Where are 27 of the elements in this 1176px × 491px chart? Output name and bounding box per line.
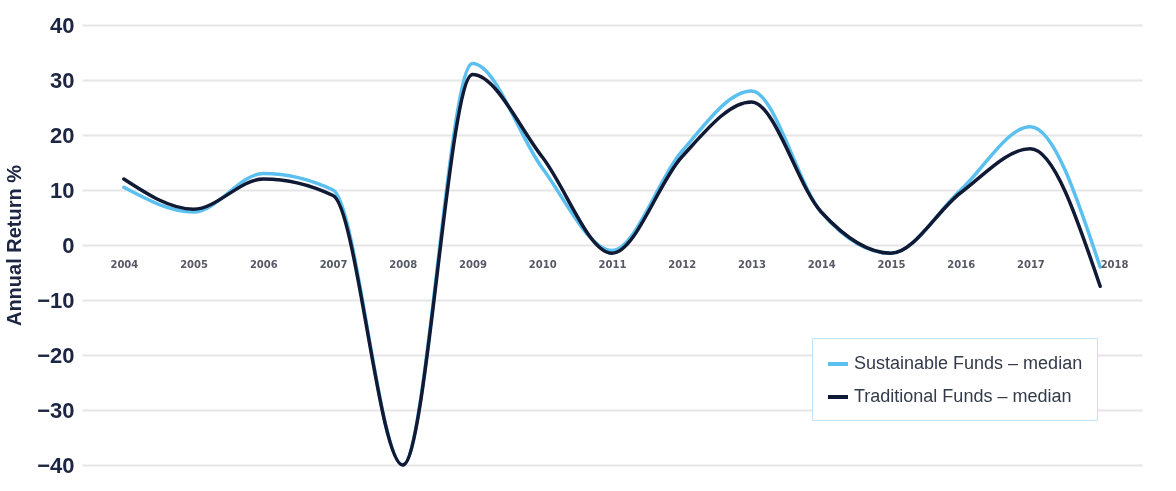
x-tick-label: 2011	[598, 258, 627, 270]
y-tick-label: −10	[37, 287, 75, 313]
x-tick-label: 2007	[319, 258, 348, 270]
y-tick-label: −30	[37, 397, 75, 423]
x-tick-label: 2006	[249, 258, 278, 270]
x-tick-label: 2005	[180, 258, 209, 270]
x-tick-label: 2018	[1100, 258, 1129, 270]
x-tick-label: 2013	[738, 258, 766, 270]
x-tick-label: 2012	[668, 258, 697, 270]
x-tick-label: 2008	[389, 258, 418, 270]
y-tick-label: 40	[50, 12, 75, 38]
y-tick-label: −20	[37, 342, 75, 368]
y-tick-label: 0	[62, 232, 75, 258]
x-tick-label: 2015	[877, 258, 906, 270]
x-tick-label: 2010	[528, 258, 557, 270]
y-tick-label: 20	[50, 122, 75, 148]
y-tick-label: 30	[50, 67, 75, 93]
y-axis-title: Annual Return %	[3, 164, 26, 327]
x-tick-label: 2016	[947, 258, 976, 270]
x-tick-label: 2014	[807, 258, 836, 270]
legend-label: Traditional Funds – median	[854, 386, 1072, 406]
x-tick-label: 2017	[1017, 258, 1045, 270]
x-tick-label: 2009	[459, 258, 487, 270]
x-tick-label: 2004	[110, 258, 139, 270]
legend-label: Sustainable Funds – median	[854, 353, 1083, 373]
y-tick-label: −40	[37, 452, 75, 478]
y-tick-label: 10	[50, 177, 75, 203]
